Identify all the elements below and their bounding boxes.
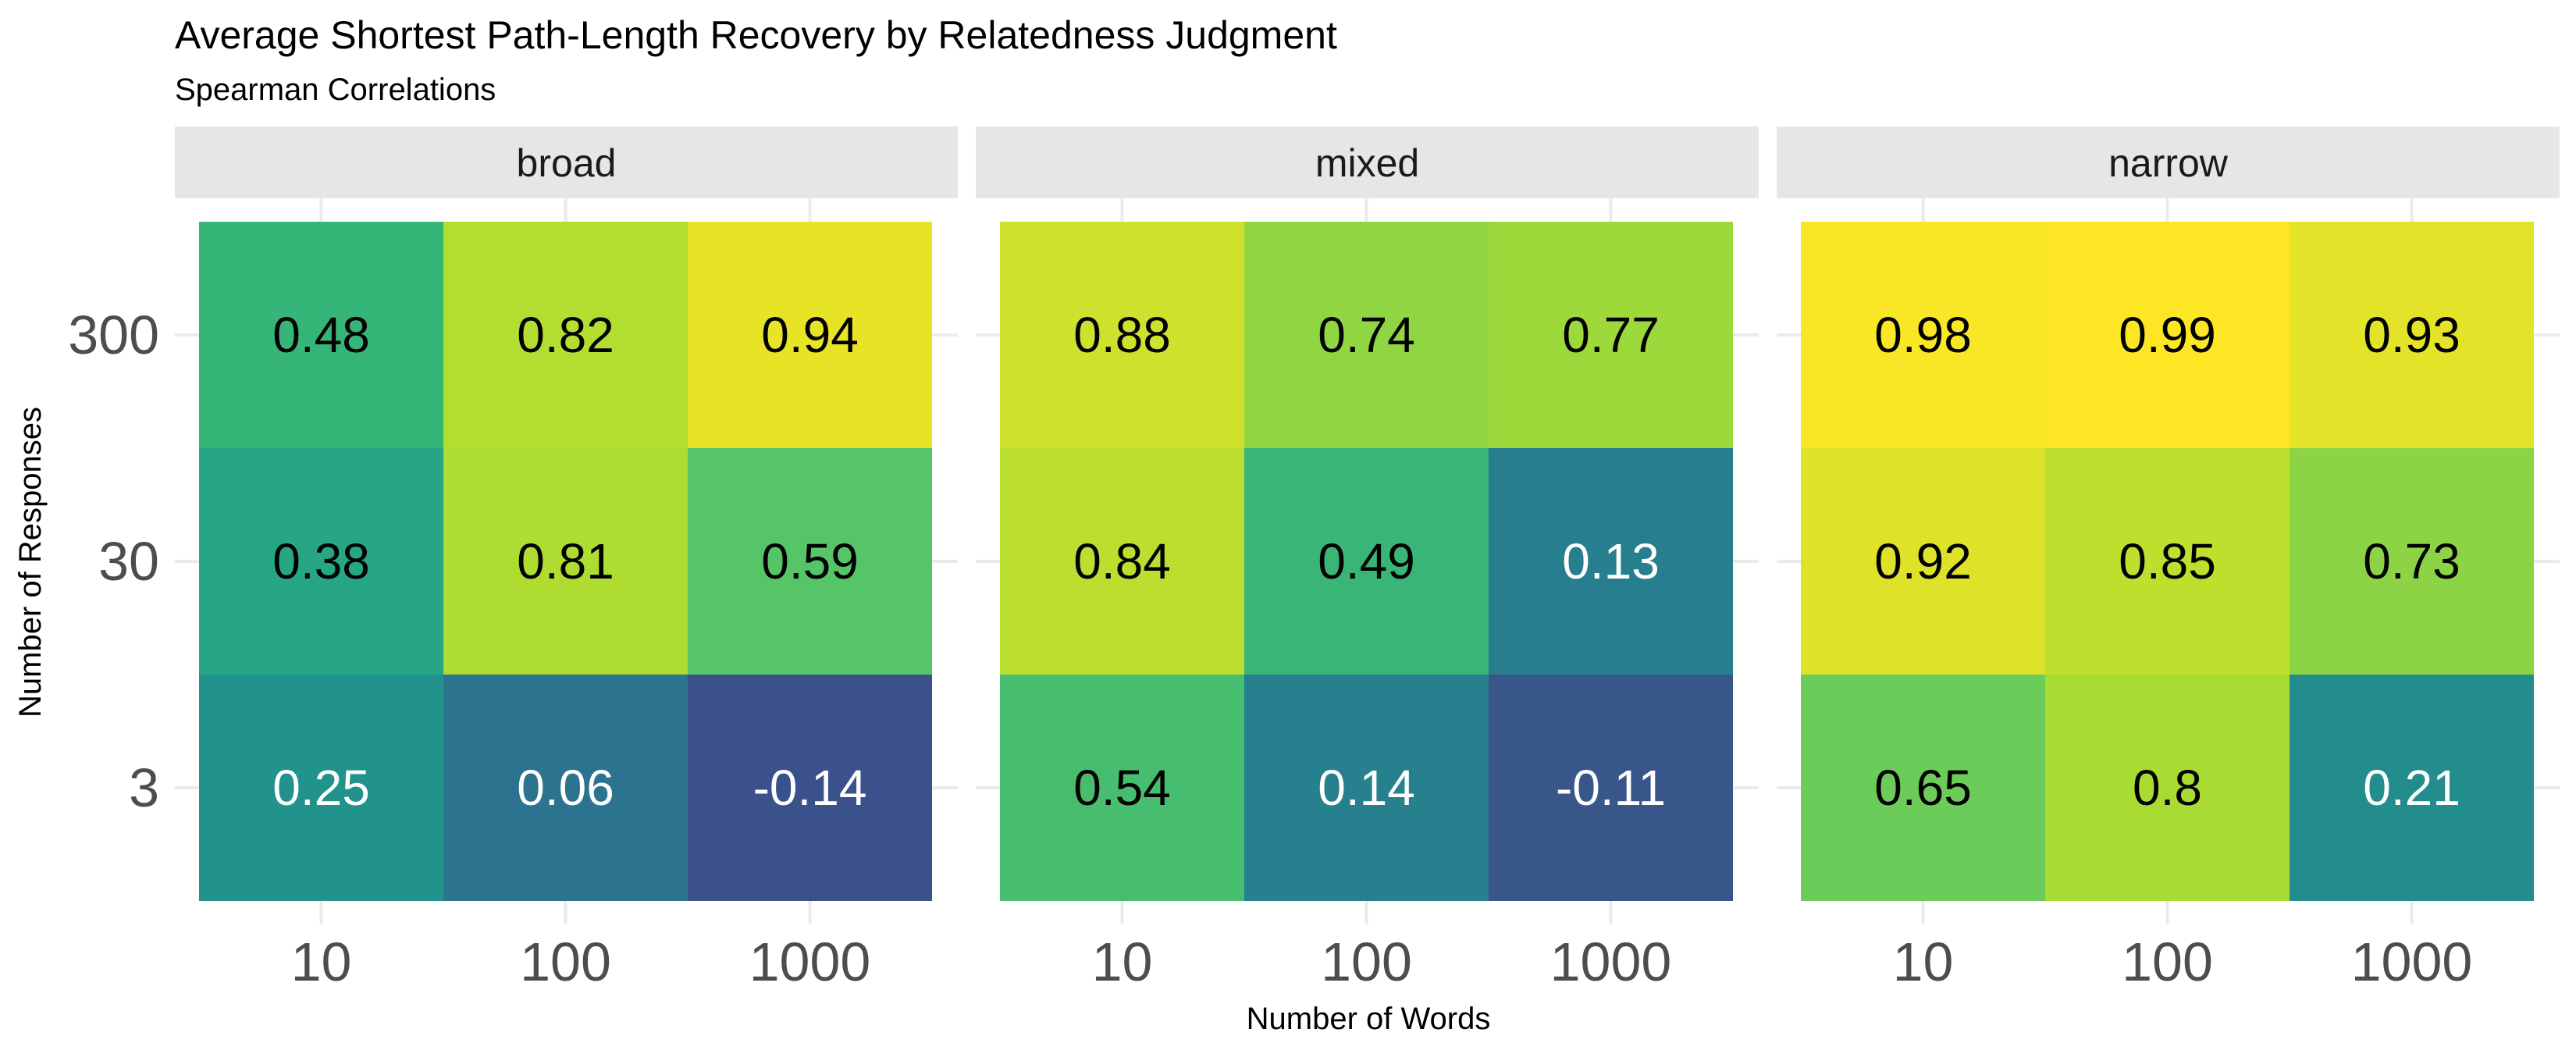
heatmap-cell <box>443 222 688 448</box>
heatmap-cell <box>1000 448 1244 675</box>
heatmap-cell <box>688 222 932 448</box>
x-tick-label: 100 <box>520 931 611 992</box>
x-axis-title: Number of Words <box>1247 1002 1491 1036</box>
cell-label: 0.84 <box>1073 533 1171 589</box>
cell-label: 0.73 <box>2363 533 2460 589</box>
facet-strip-broad <box>175 126 958 198</box>
cell-label: 0.94 <box>761 307 859 363</box>
x-tick-label: 1000 <box>1550 931 1672 992</box>
chart-title: Average Shortest Path-Length Recovery by… <box>175 13 1337 57</box>
heatmap-cell <box>1244 448 1489 675</box>
cell-label: 0.98 <box>1874 307 1972 363</box>
cell-label: 0.06 <box>517 760 614 816</box>
cell-label: 0.25 <box>272 760 370 816</box>
heatmap-cell <box>1489 222 1733 448</box>
facet-label-narrow: narrow <box>2108 141 2229 185</box>
heatmap-cell <box>688 675 932 901</box>
cell-label: 0.54 <box>1073 760 1171 816</box>
heatmap-cell <box>443 448 688 675</box>
heatmap-cell <box>1000 222 1244 448</box>
facet-strip-mixed <box>976 126 1759 198</box>
facet-label-broad: broad <box>517 141 617 185</box>
cell-label: 0.99 <box>2119 307 2216 363</box>
heatmap-cell <box>199 448 443 675</box>
x-tick-label: 1000 <box>749 931 871 992</box>
y-tick-label: 300 <box>68 304 159 365</box>
heatmap-cell <box>1000 675 1244 901</box>
chart-subtitle: Spearman Correlations <box>175 73 496 107</box>
heatmap-cell <box>1801 675 2045 901</box>
x-tick-label: 10 <box>1893 931 1954 992</box>
heatmap-cell <box>1489 448 1733 675</box>
heatmap-cell <box>1801 448 2045 675</box>
cell-label: 0.74 <box>1318 307 1415 363</box>
x-tick-label: 1000 <box>2351 931 2473 992</box>
heatmap-cell <box>1801 222 2045 448</box>
heatmap-cell <box>1489 675 1733 901</box>
cell-label: 0.59 <box>761 533 859 589</box>
x-tick-label: 10 <box>291 931 352 992</box>
cell-label: 0.8 <box>2133 760 2202 816</box>
cell-label: 0.81 <box>517 533 614 589</box>
y-tick-label: 30 <box>98 531 159 592</box>
cell-label: -0.14 <box>753 760 867 816</box>
cell-label: 0.77 <box>1562 307 1660 363</box>
heatmap-cell <box>443 675 688 901</box>
heatmap-cell <box>1244 675 1489 901</box>
cell-label: 0.85 <box>2119 533 2216 589</box>
x-tick-label: 10 <box>1092 931 1153 992</box>
y-tick-label: 3 <box>129 757 159 818</box>
cell-label: 0.21 <box>2363 760 2460 816</box>
y-axis-title: Number of Responses <box>13 407 48 718</box>
cell-label: 0.48 <box>272 307 370 363</box>
heatmap-cell <box>688 448 932 675</box>
cell-label: 0.65 <box>1874 760 1972 816</box>
cell-label: 0.93 <box>2363 307 2460 363</box>
cell-label: 0.38 <box>272 533 370 589</box>
cell-label: 0.14 <box>1318 760 1415 816</box>
heatmap-cell <box>1244 222 1489 448</box>
heatmap-cell <box>2045 222 2290 448</box>
heatmap-cell <box>2045 675 2290 901</box>
cell-label: -0.11 <box>1556 760 1666 816</box>
heatmap-cell <box>2290 675 2534 901</box>
heatmap-cell <box>199 222 443 448</box>
cell-label: 0.82 <box>517 307 614 363</box>
heatmap-cell <box>199 675 443 901</box>
cell-label: 0.92 <box>1874 533 1972 589</box>
cell-label: 0.13 <box>1562 533 1660 589</box>
heatmap-cell <box>2290 222 2534 448</box>
facet-label-mixed: mixed <box>1315 141 1419 185</box>
facet-strip-narrow <box>1777 126 2560 198</box>
cell-label: 0.88 <box>1073 307 1171 363</box>
heatmap-cell <box>2045 448 2290 675</box>
cell-label: 0.49 <box>1318 533 1415 589</box>
x-tick-label: 100 <box>1321 931 1412 992</box>
heatmap-cell <box>2290 448 2534 675</box>
x-tick-label: 100 <box>2122 931 2213 992</box>
